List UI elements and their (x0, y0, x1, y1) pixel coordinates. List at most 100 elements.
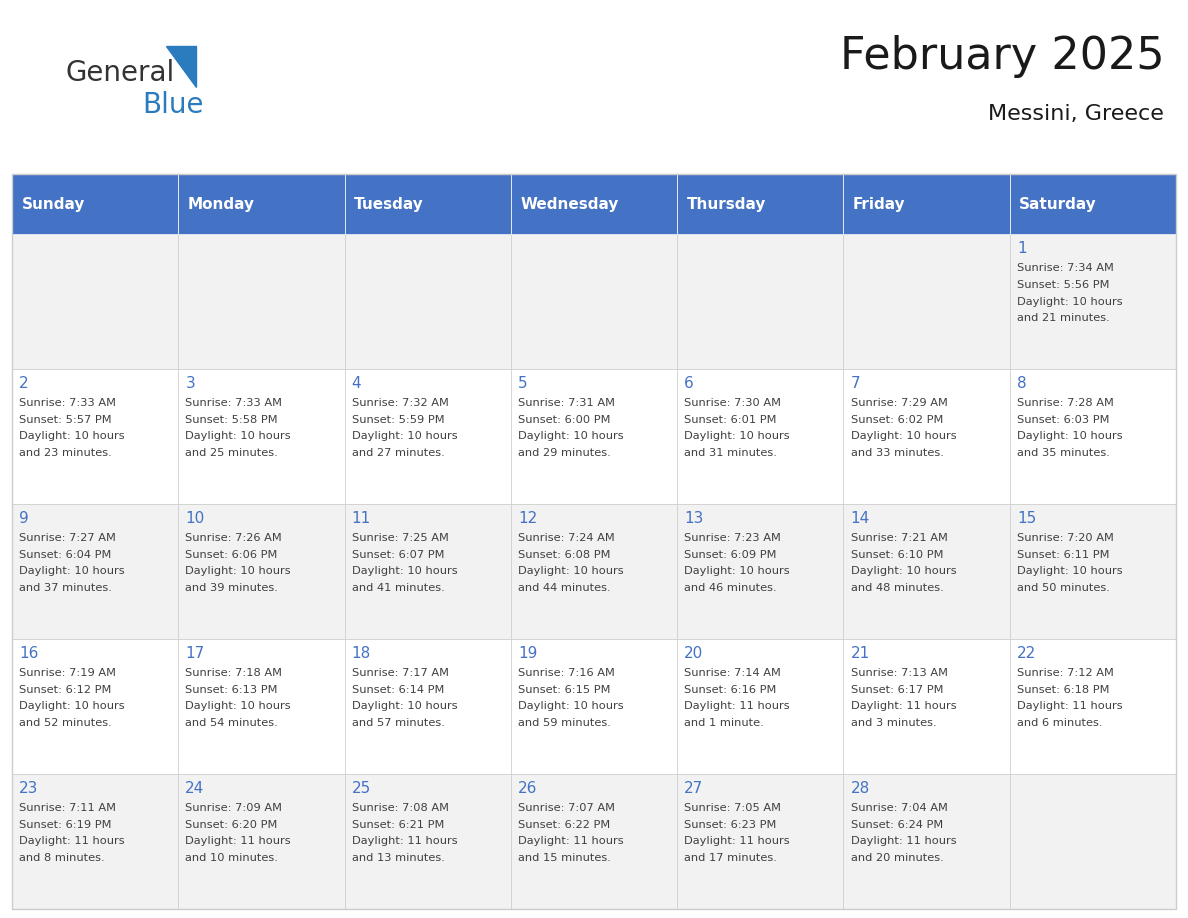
FancyBboxPatch shape (178, 774, 345, 909)
Text: Daylight: 10 hours: Daylight: 10 hours (19, 566, 125, 577)
Text: and 23 minutes.: and 23 minutes. (19, 448, 112, 458)
Text: Daylight: 10 hours: Daylight: 10 hours (185, 566, 291, 577)
Text: Sunset: 6:22 PM: Sunset: 6:22 PM (518, 820, 611, 830)
FancyBboxPatch shape (843, 369, 1010, 504)
Text: 2: 2 (19, 376, 29, 391)
Text: Sunrise: 7:31 AM: Sunrise: 7:31 AM (518, 398, 615, 409)
FancyBboxPatch shape (677, 774, 843, 909)
Text: Daylight: 10 hours: Daylight: 10 hours (352, 566, 457, 577)
Polygon shape (166, 46, 196, 87)
FancyBboxPatch shape (677, 504, 843, 639)
Text: Sunrise: 7:26 AM: Sunrise: 7:26 AM (185, 533, 282, 543)
Text: and 31 minutes.: and 31 minutes. (684, 448, 777, 458)
FancyBboxPatch shape (1010, 234, 1176, 369)
Text: Sunrise: 7:16 AM: Sunrise: 7:16 AM (518, 668, 615, 678)
FancyBboxPatch shape (677, 174, 843, 234)
Text: Daylight: 10 hours: Daylight: 10 hours (185, 701, 291, 711)
Text: Sunset: 5:56 PM: Sunset: 5:56 PM (1017, 280, 1110, 290)
Text: 7: 7 (851, 376, 860, 391)
Text: and 17 minutes.: and 17 minutes. (684, 853, 777, 863)
Text: Wednesday: Wednesday (520, 196, 619, 212)
Text: Daylight: 10 hours: Daylight: 10 hours (1017, 431, 1123, 442)
Text: 27: 27 (684, 781, 703, 796)
Text: Sunset: 6:20 PM: Sunset: 6:20 PM (185, 820, 278, 830)
Text: Daylight: 11 hours: Daylight: 11 hours (518, 836, 624, 846)
Text: Daylight: 11 hours: Daylight: 11 hours (851, 701, 956, 711)
Text: and 50 minutes.: and 50 minutes. (1017, 583, 1110, 593)
Text: Daylight: 11 hours: Daylight: 11 hours (19, 836, 125, 846)
Text: Sunset: 6:15 PM: Sunset: 6:15 PM (518, 685, 611, 695)
Text: 17: 17 (185, 646, 204, 661)
Text: Sunset: 6:13 PM: Sunset: 6:13 PM (185, 685, 278, 695)
Text: Sunset: 6:10 PM: Sunset: 6:10 PM (851, 550, 943, 560)
Text: and 3 minutes.: and 3 minutes. (851, 718, 936, 728)
Text: 8: 8 (1017, 376, 1026, 391)
Text: Sunset: 6:19 PM: Sunset: 6:19 PM (19, 820, 112, 830)
Text: and 21 minutes.: and 21 minutes. (1017, 313, 1110, 323)
Text: and 41 minutes.: and 41 minutes. (352, 583, 444, 593)
FancyBboxPatch shape (345, 774, 511, 909)
Text: 10: 10 (185, 511, 204, 526)
Text: and 15 minutes.: and 15 minutes. (518, 853, 611, 863)
Text: Sunset: 6:23 PM: Sunset: 6:23 PM (684, 820, 777, 830)
FancyBboxPatch shape (1010, 174, 1176, 234)
Text: Daylight: 10 hours: Daylight: 10 hours (352, 431, 457, 442)
FancyBboxPatch shape (1010, 774, 1176, 909)
Text: Sunset: 6:11 PM: Sunset: 6:11 PM (1017, 550, 1110, 560)
Text: Sunrise: 7:13 AM: Sunrise: 7:13 AM (851, 668, 948, 678)
Text: Sunset: 6:04 PM: Sunset: 6:04 PM (19, 550, 112, 560)
Text: Sunrise: 7:11 AM: Sunrise: 7:11 AM (19, 803, 116, 813)
Text: 12: 12 (518, 511, 537, 526)
Text: Sunrise: 7:33 AM: Sunrise: 7:33 AM (185, 398, 283, 409)
Text: Sunrise: 7:14 AM: Sunrise: 7:14 AM (684, 668, 782, 678)
Text: and 35 minutes.: and 35 minutes. (1017, 448, 1110, 458)
Text: Sunset: 6:14 PM: Sunset: 6:14 PM (352, 685, 444, 695)
Text: and 54 minutes.: and 54 minutes. (185, 718, 278, 728)
Text: Sunrise: 7:27 AM: Sunrise: 7:27 AM (19, 533, 116, 543)
FancyBboxPatch shape (843, 639, 1010, 774)
FancyBboxPatch shape (511, 774, 677, 909)
Text: 13: 13 (684, 511, 703, 526)
Text: and 8 minutes.: and 8 minutes. (19, 853, 105, 863)
Text: and 52 minutes.: and 52 minutes. (19, 718, 112, 728)
Text: and 37 minutes.: and 37 minutes. (19, 583, 112, 593)
FancyBboxPatch shape (12, 504, 178, 639)
Text: Sunset: 6:09 PM: Sunset: 6:09 PM (684, 550, 777, 560)
Text: Sunrise: 7:20 AM: Sunrise: 7:20 AM (1017, 533, 1114, 543)
Text: 6: 6 (684, 376, 694, 391)
Text: 1: 1 (1017, 241, 1026, 256)
Text: Sunset: 6:16 PM: Sunset: 6:16 PM (684, 685, 777, 695)
Text: Daylight: 10 hours: Daylight: 10 hours (185, 431, 291, 442)
Text: Sunset: 6:01 PM: Sunset: 6:01 PM (684, 415, 777, 425)
Text: 5: 5 (518, 376, 527, 391)
Text: Sunset: 6:07 PM: Sunset: 6:07 PM (352, 550, 444, 560)
Text: 26: 26 (518, 781, 537, 796)
FancyBboxPatch shape (843, 774, 1010, 909)
FancyBboxPatch shape (345, 504, 511, 639)
Text: Sunset: 6:24 PM: Sunset: 6:24 PM (851, 820, 943, 830)
Text: and 48 minutes.: and 48 minutes. (851, 583, 943, 593)
Text: Sunset: 6:03 PM: Sunset: 6:03 PM (1017, 415, 1110, 425)
Text: Sunrise: 7:29 AM: Sunrise: 7:29 AM (851, 398, 948, 409)
Text: Daylight: 10 hours: Daylight: 10 hours (684, 431, 790, 442)
Text: Sunset: 6:06 PM: Sunset: 6:06 PM (185, 550, 278, 560)
FancyBboxPatch shape (12, 369, 178, 504)
Text: Sunrise: 7:25 AM: Sunrise: 7:25 AM (352, 533, 449, 543)
Text: Saturday: Saturday (1019, 196, 1097, 212)
Text: Sunrise: 7:33 AM: Sunrise: 7:33 AM (19, 398, 116, 409)
Text: and 33 minutes.: and 33 minutes. (851, 448, 943, 458)
Text: Daylight: 10 hours: Daylight: 10 hours (1017, 297, 1123, 307)
Text: 3: 3 (185, 376, 195, 391)
FancyBboxPatch shape (12, 774, 178, 909)
Text: Daylight: 11 hours: Daylight: 11 hours (1017, 701, 1123, 711)
Text: and 25 minutes.: and 25 minutes. (185, 448, 278, 458)
FancyBboxPatch shape (511, 234, 677, 369)
FancyBboxPatch shape (843, 234, 1010, 369)
Text: Daylight: 10 hours: Daylight: 10 hours (851, 431, 956, 442)
Text: Monday: Monday (188, 196, 254, 212)
Text: Sunrise: 7:24 AM: Sunrise: 7:24 AM (518, 533, 614, 543)
Text: Sunset: 6:18 PM: Sunset: 6:18 PM (1017, 685, 1110, 695)
Text: Sunrise: 7:12 AM: Sunrise: 7:12 AM (1017, 668, 1114, 678)
Text: Tuesday: Tuesday (354, 196, 424, 212)
Text: and 6 minutes.: and 6 minutes. (1017, 718, 1102, 728)
